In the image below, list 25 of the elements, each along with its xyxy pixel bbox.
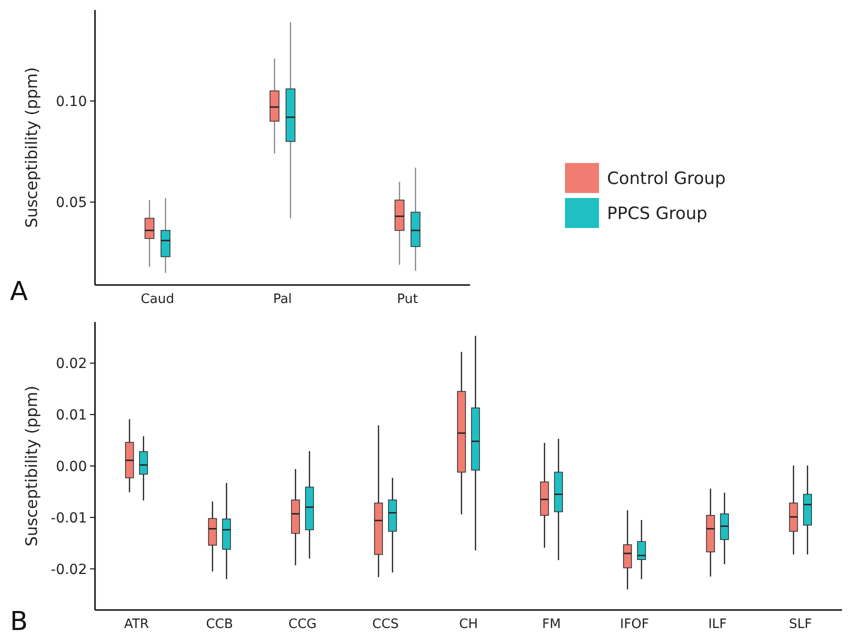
x-tick-label: CCB [206, 617, 234, 632]
y-tick-label: 0.05 [56, 194, 87, 211]
legend-label: Control Group [607, 168, 726, 189]
x-tick-label: IFOF [620, 617, 650, 632]
x-tick-label: SLF [789, 617, 812, 632]
x-tick-label: Caud [140, 292, 174, 307]
y-tick-label: 0.00 [56, 458, 87, 475]
x-tick-label: Pal [273, 292, 292, 307]
y-tick-label: 0.10 [56, 94, 87, 110]
x-tick-label: Put [397, 292, 418, 307]
y-tick-label: 0.01 [56, 407, 87, 424]
y-tick-label: -0.02 [50, 562, 87, 578]
legend-label: PPCS Group [607, 204, 708, 224]
x-tick-label: CH [459, 617, 478, 632]
x-tick-label: FM [542, 617, 561, 632]
x-tick-label: ILF [708, 617, 727, 632]
text: B [10, 607, 28, 637]
text: A [10, 277, 28, 307]
y-axis-title: Susceptibility (ppm) [22, 386, 41, 546]
y-tick-label: -0.01 [50, 510, 87, 526]
x-tick-label: CCG [288, 617, 317, 632]
y-axis-title: Susceptibility (ppm) [22, 67, 41, 228]
x-tick-label: ATR [124, 617, 149, 632]
y-tick-label: 0.02 [56, 356, 87, 372]
x-tick-label: CCS [372, 617, 399, 632]
